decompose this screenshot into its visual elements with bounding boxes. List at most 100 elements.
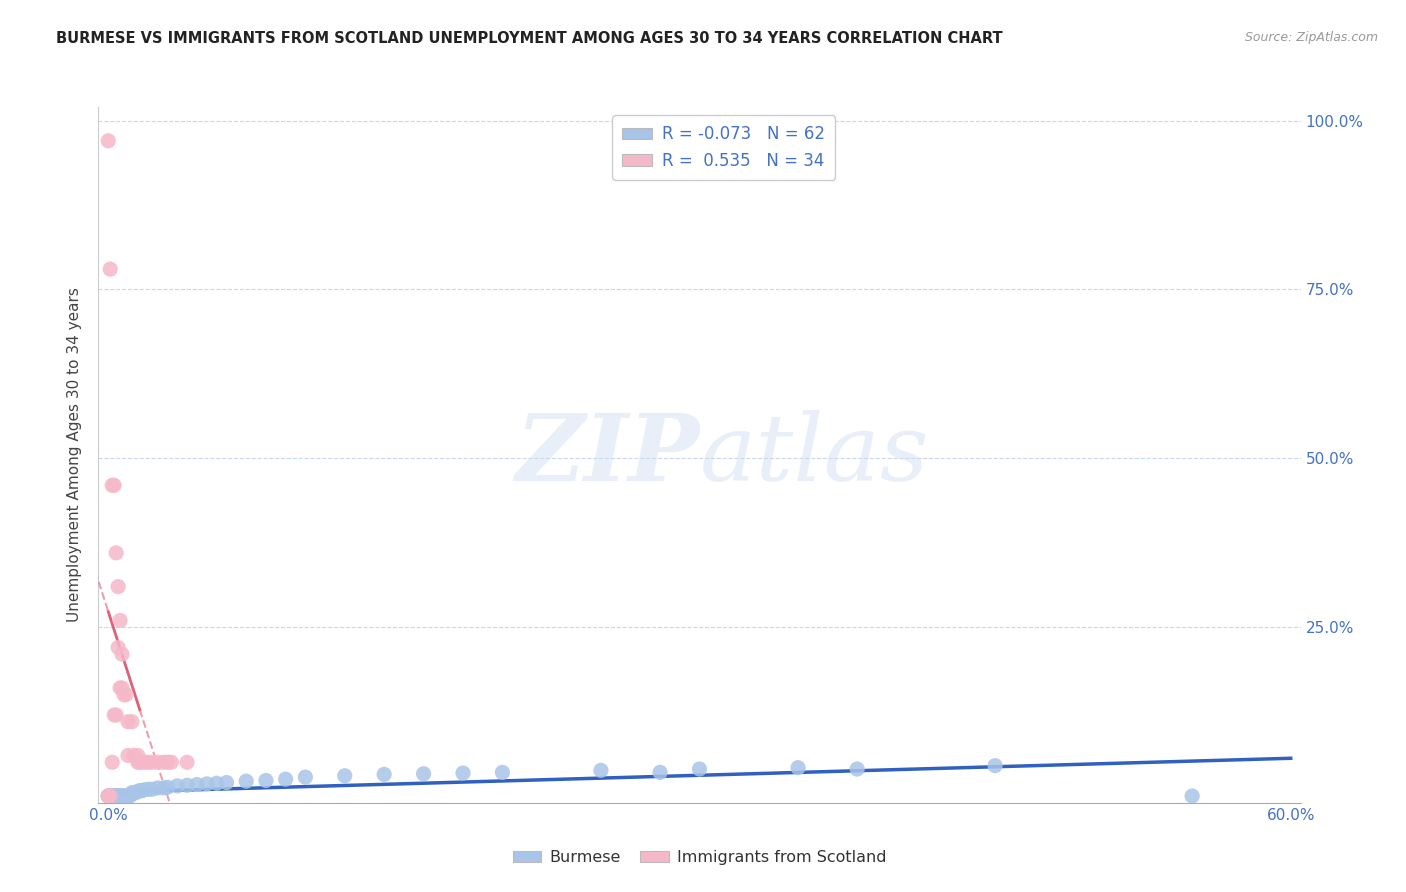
Point — [97, 789, 120, 803]
Text: BURMESE VS IMMIGRANTS FROM SCOTLAND UNEMPLOYMENT AMONG AGES 30 TO 34 YEARS CORRE: BURMESE VS IMMIGRANTS FROM SCOTLAND UNEM… — [56, 31, 1002, 46]
Point — [846, 762, 869, 776]
Point — [146, 756, 169, 770]
Point — [136, 782, 159, 797]
Point — [648, 765, 671, 780]
Point — [105, 708, 128, 723]
Point — [101, 756, 124, 770]
Point — [111, 789, 134, 803]
Point — [115, 789, 138, 803]
Point — [121, 786, 143, 800]
Point — [122, 748, 145, 763]
Point — [1181, 789, 1204, 803]
Point — [132, 756, 155, 770]
Point — [128, 756, 150, 770]
Point — [127, 748, 149, 763]
Point — [294, 770, 316, 784]
Point — [108, 681, 131, 695]
Point — [112, 789, 135, 803]
Point — [112, 688, 135, 702]
Point — [254, 773, 277, 788]
Point — [152, 780, 174, 795]
Point — [105, 789, 128, 803]
Point — [97, 789, 120, 803]
Point — [103, 789, 125, 803]
Point — [105, 789, 128, 803]
Point — [118, 789, 141, 803]
Point — [107, 789, 129, 803]
Point — [195, 777, 218, 791]
Point — [121, 714, 143, 729]
Point — [117, 748, 139, 763]
Point — [127, 756, 149, 770]
Point — [103, 789, 125, 803]
Point — [105, 789, 128, 803]
Point — [141, 756, 163, 770]
Point — [132, 783, 155, 797]
Point — [451, 766, 474, 780]
Point — [141, 782, 163, 797]
Point — [125, 786, 148, 800]
Point — [98, 262, 121, 277]
Point — [122, 786, 145, 800]
Text: ZIP: ZIP — [515, 410, 700, 500]
Point — [373, 767, 395, 781]
Point — [101, 478, 124, 492]
Point — [274, 772, 297, 786]
Point — [103, 789, 125, 803]
Point — [107, 789, 129, 803]
Point — [127, 784, 149, 798]
Point — [107, 789, 129, 803]
Point — [128, 783, 150, 797]
Point — [166, 779, 188, 793]
Text: atlas: atlas — [700, 410, 929, 500]
Point — [491, 765, 513, 780]
Point — [412, 766, 434, 780]
Point — [98, 789, 121, 803]
Point — [152, 756, 174, 770]
Point — [146, 780, 169, 795]
Point — [108, 614, 131, 628]
Point — [156, 780, 179, 795]
Point — [101, 789, 124, 803]
Point — [108, 789, 131, 803]
Point — [103, 708, 125, 723]
Point — [112, 789, 135, 803]
Point — [984, 758, 1007, 772]
Y-axis label: Unemployment Among Ages 30 to 34 years: Unemployment Among Ages 30 to 34 years — [67, 287, 83, 623]
Point — [98, 789, 121, 803]
Point — [117, 789, 139, 803]
Point — [101, 789, 124, 803]
Point — [205, 776, 228, 790]
Point — [108, 789, 131, 803]
Point — [98, 789, 121, 803]
Point — [589, 764, 612, 778]
Point — [136, 756, 159, 770]
Point — [105, 546, 128, 560]
Point — [111, 647, 134, 661]
Point — [215, 775, 238, 789]
Point — [97, 789, 120, 803]
Point — [235, 774, 257, 789]
Point — [115, 688, 138, 702]
Point — [117, 714, 139, 729]
Point — [186, 778, 208, 792]
Point — [156, 756, 179, 770]
Point — [101, 789, 124, 803]
Point — [111, 681, 134, 695]
Point — [176, 778, 198, 792]
Legend: Burmese, Immigrants from Scotland: Burmese, Immigrants from Scotland — [506, 844, 893, 871]
Point — [97, 134, 120, 148]
Point — [787, 761, 810, 775]
Point — [131, 783, 153, 797]
Point — [107, 580, 129, 594]
Point — [176, 756, 198, 770]
Point — [111, 789, 134, 803]
Point — [98, 789, 121, 803]
Point — [107, 640, 129, 655]
Point — [103, 478, 125, 492]
Text: Source: ZipAtlas.com: Source: ZipAtlas.com — [1244, 31, 1378, 45]
Point — [97, 789, 120, 803]
Point — [108, 789, 131, 803]
Point — [160, 756, 183, 770]
Point — [688, 762, 710, 776]
